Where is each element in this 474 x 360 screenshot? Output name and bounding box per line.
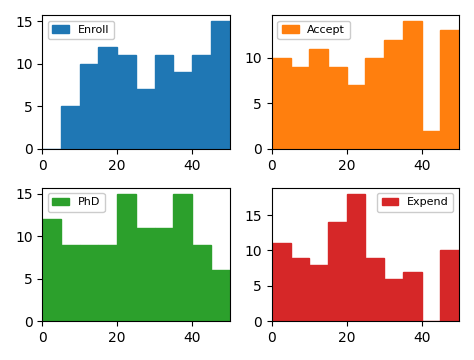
- Bar: [80, 245, 99, 321]
- Bar: [346, 194, 365, 321]
- Legend: PhD: PhD: [48, 193, 105, 212]
- Bar: [346, 85, 365, 149]
- Bar: [61, 106, 80, 149]
- Bar: [440, 31, 459, 149]
- Bar: [192, 55, 211, 149]
- Bar: [211, 21, 229, 149]
- Bar: [117, 194, 136, 321]
- Bar: [192, 245, 211, 321]
- Bar: [99, 245, 117, 321]
- Bar: [155, 228, 173, 321]
- Bar: [272, 58, 291, 149]
- Bar: [309, 265, 328, 321]
- Bar: [403, 21, 421, 149]
- Bar: [136, 89, 155, 149]
- Bar: [61, 245, 80, 321]
- Bar: [365, 58, 384, 149]
- Bar: [403, 272, 421, 321]
- Bar: [173, 194, 192, 321]
- Bar: [211, 270, 229, 321]
- Legend: Accept: Accept: [277, 21, 350, 40]
- Bar: [99, 47, 117, 149]
- Bar: [440, 251, 459, 321]
- Bar: [421, 131, 440, 149]
- Bar: [365, 257, 384, 321]
- Legend: Enroll: Enroll: [48, 21, 114, 40]
- Bar: [309, 49, 328, 149]
- Bar: [272, 243, 291, 321]
- Bar: [384, 279, 403, 321]
- Legend: Expend: Expend: [377, 193, 454, 212]
- Bar: [80, 64, 99, 149]
- Bar: [328, 67, 346, 149]
- Bar: [42, 219, 61, 321]
- Bar: [173, 72, 192, 149]
- Bar: [291, 257, 309, 321]
- Bar: [291, 67, 309, 149]
- Bar: [328, 222, 346, 321]
- Bar: [384, 40, 403, 149]
- Bar: [117, 55, 136, 149]
- Bar: [136, 228, 155, 321]
- Bar: [155, 55, 173, 149]
